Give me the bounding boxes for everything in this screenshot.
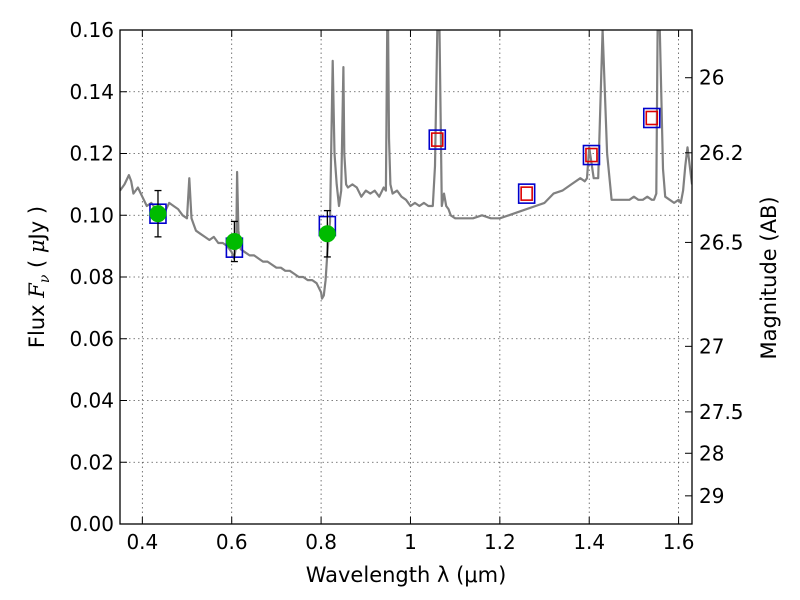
right-tick-label: 26: [699, 66, 724, 90]
y-axis-label-right: Magnitude (AB): [757, 196, 781, 359]
model-photometry-point: [517, 183, 536, 204]
x-tick-label: 0.8: [305, 530, 337, 554]
model-photometry-point: [428, 129, 447, 150]
right-tick-label: 26.2: [699, 141, 744, 165]
right-tick-label: 26.5: [699, 230, 744, 254]
observed-photometry-point: [225, 232, 243, 250]
y-axis-label-left: Flux Fν ( μJy ): [25, 206, 53, 348]
predicted-photometry-point: [520, 186, 533, 201]
y-tick-label: 0.10: [69, 203, 114, 227]
axis-ticks: [120, 29, 692, 525]
x-tick-label: 1: [404, 530, 417, 554]
x-tick-label: 1.4: [573, 530, 605, 554]
series-observed-photometry: [149, 189, 336, 263]
observed-photometry-point: [318, 225, 336, 243]
x-tick-label: 1.6: [663, 530, 695, 554]
y-tick-label: 0.00: [69, 512, 114, 536]
observed-photometry-point: [149, 205, 167, 223]
y-tick-label: 0.04: [69, 389, 114, 413]
predicted-photometry-point: [645, 110, 659, 126]
x-tick-label: 0.4: [126, 530, 158, 554]
series-predicted-photometry: [430, 110, 659, 201]
y-tick-label: 0.14: [69, 80, 114, 104]
plot-content: [120, 30, 692, 300]
y-tick-label: 0.02: [69, 450, 114, 474]
model-photometry-point: [582, 144, 601, 166]
y-tick-label: 0.12: [69, 142, 114, 166]
y-tick-label: 0.08: [69, 265, 114, 289]
predicted-photometry-point: [585, 147, 598, 163]
predicted-photometry-point: [430, 132, 444, 147]
tick-labels: 0.4 0.6 0.8 1 1.2 1.4 1.6 0.00 0.02 0.04 0.06 0.08 0…: [69, 18, 743, 554]
y-tick-label: 0.06: [69, 327, 114, 351]
model-photometry-point: [642, 107, 661, 129]
right-tick-label: 27: [699, 334, 724, 358]
x-axis-label: Wavelength λ (μm): [306, 563, 507, 587]
x-tick-label: 1.2: [484, 530, 516, 554]
right-tick-label: 27.5: [699, 400, 744, 424]
y-tick-label: 0.16: [69, 18, 114, 42]
right-tick-label: 28: [699, 441, 724, 465]
model-spectrum-line: [120, 30, 692, 300]
right-tick-label: 29: [699, 484, 724, 508]
x-tick-label: 0.6: [216, 530, 248, 554]
